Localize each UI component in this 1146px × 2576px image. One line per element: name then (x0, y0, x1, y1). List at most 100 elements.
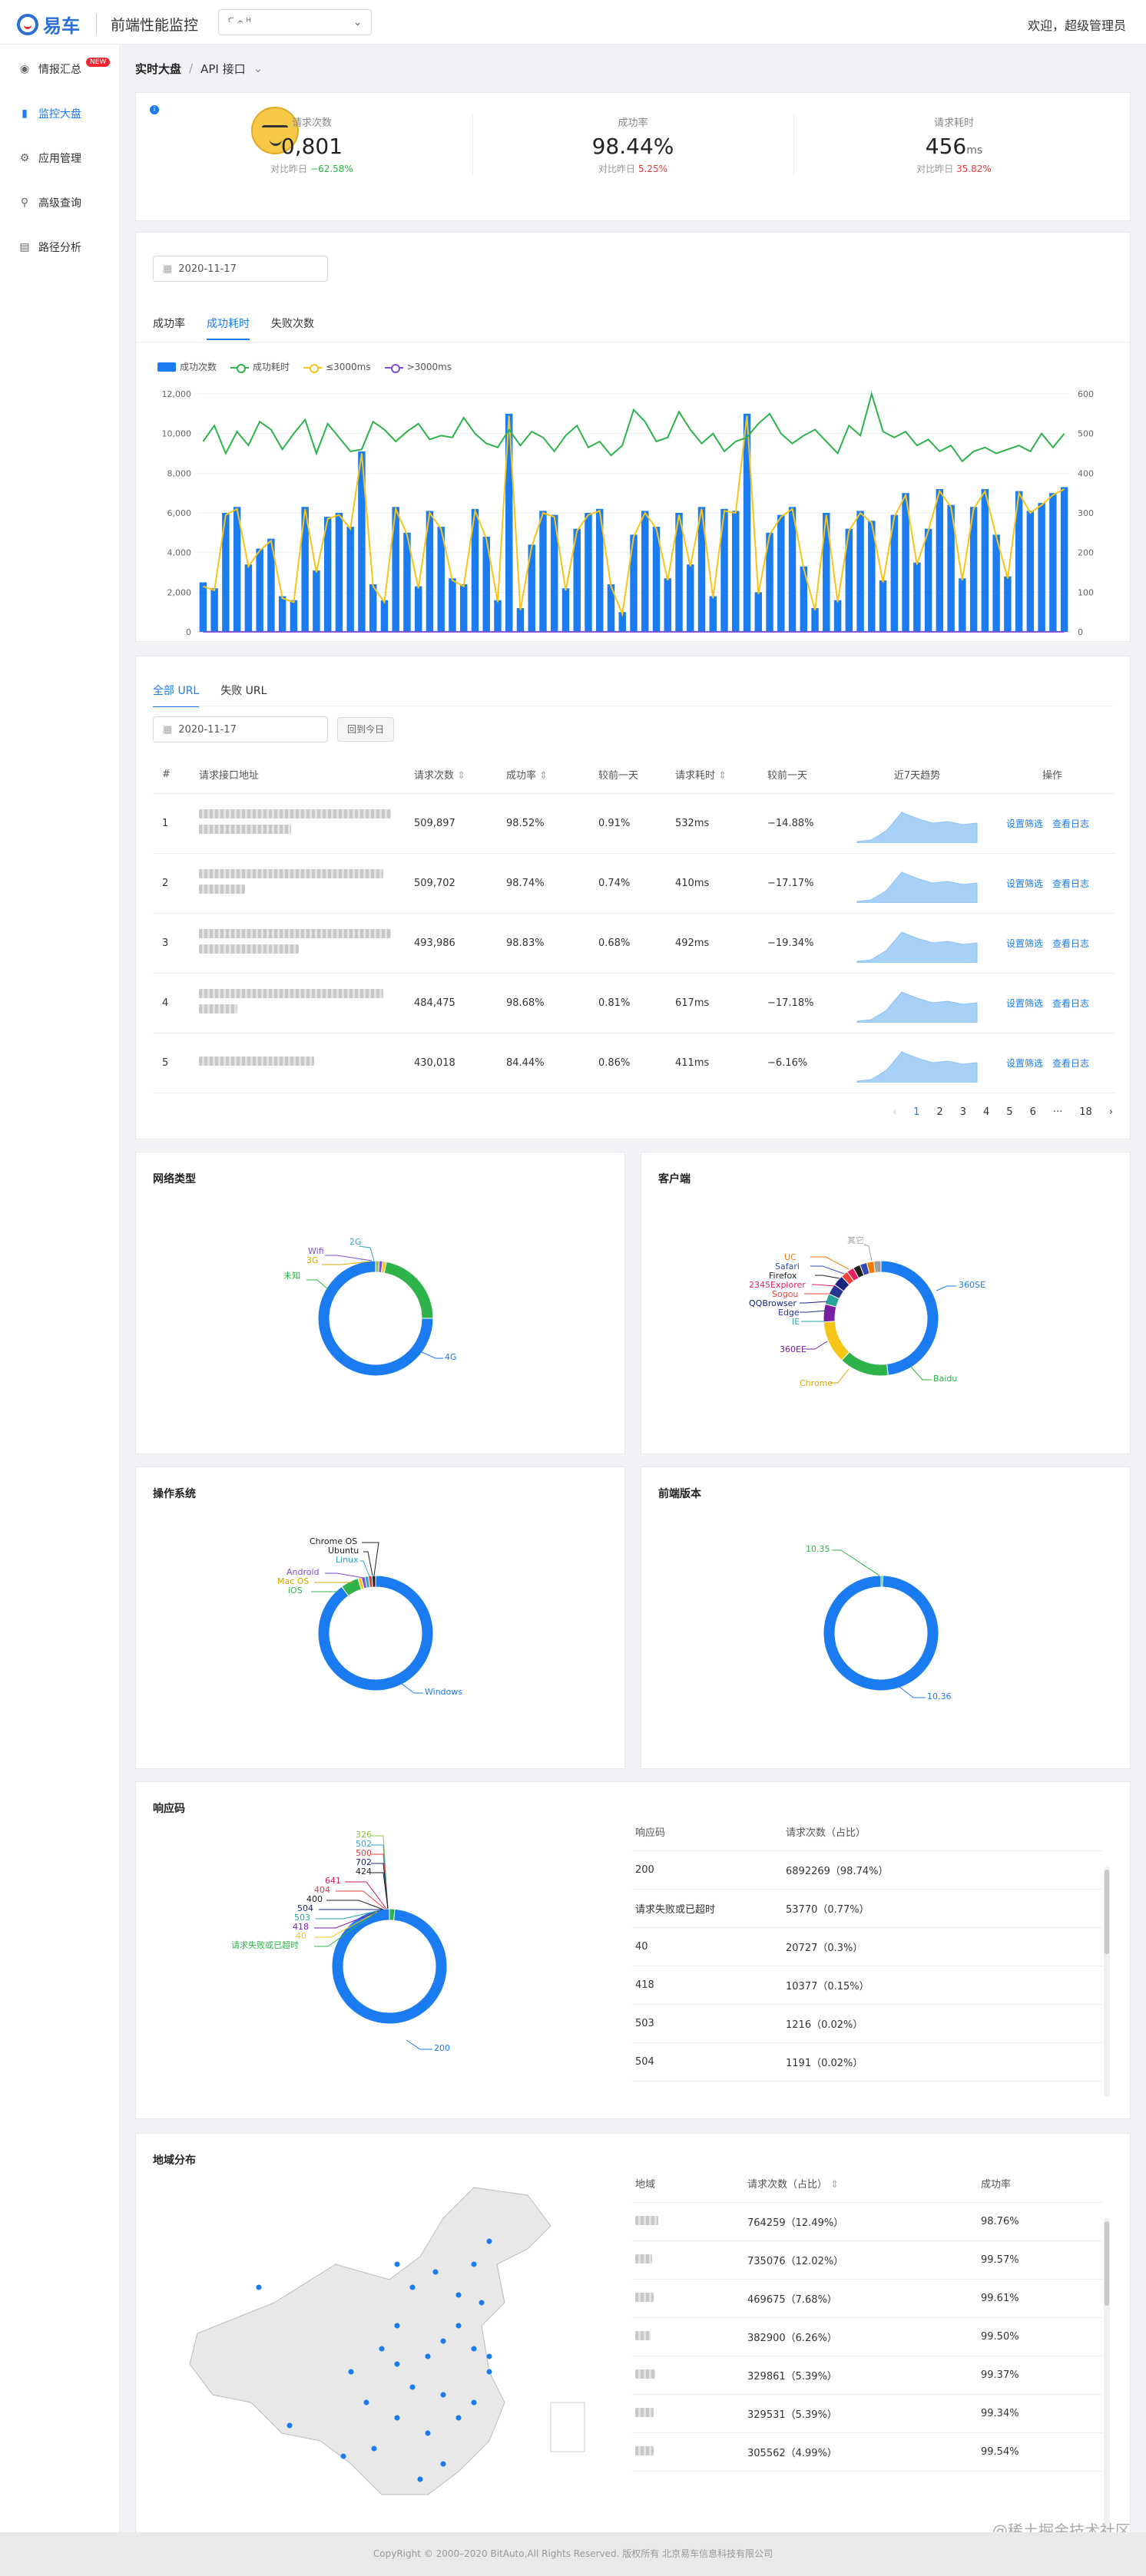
set-filter-link[interactable]: 设置筛选 (1005, 937, 1043, 949)
bar (551, 514, 558, 632)
table-row[interactable]: 329861（5.39%） 99.37% (632, 2356, 1102, 2395)
next-page-icon[interactable]: › (1108, 1106, 1113, 1118)
donut-labels: 360SE Baidu Chrome 360EE IEEdgeQQBrowserSogo… (749, 1235, 985, 1388)
col-header: 成功率 (981, 2179, 1012, 2191)
legend-item[interactable]: ≤3000ms (303, 362, 371, 373)
tab-all-url[interactable]: 全部 URL (153, 683, 200, 707)
sidebar-item-dashboard[interactable]: ▮ 监控大盘 (0, 91, 119, 136)
tab-success-rate[interactable]: 成功率 (153, 318, 185, 330)
view-log-link[interactable]: 查看日志 (1052, 997, 1090, 1009)
tab-failed-url[interactable]: 失败 URL (220, 685, 267, 697)
x-tick-label: 18:51 (621, 638, 646, 640)
table-row[interactable]: 382900（6.26%） 99.50% (632, 2318, 1102, 2356)
bar (256, 548, 263, 632)
page-number[interactable]: 3 (959, 1106, 966, 1118)
col-header-sortable[interactable]: 请求耗时 ⇕ (675, 756, 767, 794)
tab-fail-count[interactable]: 失败次数 (271, 318, 314, 330)
table-row[interactable]: 3 493,986 98.83% 0.68% 492ms −19.34% 设置筛选 查看日志 (153, 913, 1115, 974)
view-log-link[interactable]: 查看日志 (1052, 1057, 1090, 1069)
bar (380, 600, 389, 632)
table-row[interactable]: 469675（7.68%） 99.61% (632, 2280, 1102, 2318)
breadcrumb-current[interactable]: API 接口 (200, 61, 246, 76)
page-number[interactable]: 2 (936, 1106, 943, 1118)
col-header-sortable[interactable]: 请求次数（占比） ⇕ (747, 2179, 840, 2191)
view-log-link[interactable]: 查看日志 (1052, 818, 1090, 829)
page-number[interactable]: 1 (913, 1106, 920, 1118)
label-line (360, 1560, 370, 1577)
sparkline-area (856, 871, 978, 904)
col-header-sortable[interactable]: 请求次数 ⇕ (414, 756, 506, 794)
legend-item[interactable]: 成功耗时 (230, 360, 290, 373)
table-row[interactable]: 200 6892269（98.74%） (632, 1851, 1102, 1890)
welcome-text[interactable]: 欢迎，超级管理员 (1027, 18, 1126, 33)
col-header-sortable[interactable]: 成功率 ⇕ (506, 756, 598, 794)
table-row[interactable]: 请求失败或已超时 53770（0.77%） (632, 1890, 1102, 1928)
prev-page-icon[interactable]: ‹ (892, 1106, 897, 1118)
table-row[interactable]: 305562（4.99%） 99.54% (632, 2433, 1102, 2472)
set-filter-link[interactable]: 设置筛选 (1005, 1057, 1043, 1069)
sidebar-item-search[interactable]: ⚲ 高级查询 (0, 180, 119, 225)
col-header: 近7天趋势 (844, 756, 990, 794)
project-select[interactable]: ᵗ ̈ 𝄐 ᴴ ⌄ (218, 9, 372, 35)
view-log-link[interactable]: 查看日志 (1052, 937, 1090, 949)
info-icon[interactable]: i (150, 105, 159, 114)
region-dot (440, 2338, 446, 2344)
page-number[interactable]: 18 (1079, 1106, 1092, 1118)
client-donut-chart[interactable]: 360SE Baidu Chrome 360EE IEEdgeQQBrowserSogo… (641, 1152, 1131, 1455)
date-picker[interactable]: ▦ 2020-11-17 (153, 716, 328, 742)
table-row[interactable]: 504 1191（0.02%） (632, 2043, 1102, 2082)
donut-ring (317, 1260, 434, 1377)
logo[interactable]: 易车 (17, 11, 80, 38)
table-row[interactable]: 418 10377（0.15%） (632, 1966, 1102, 2005)
table-row[interactable]: 764259（12.49%） 98.76% (632, 2203, 1102, 2241)
table-row[interactable]: 503 1216（0.02%） (632, 2005, 1102, 2043)
chevron-down-icon[interactable]: ⌄ (253, 61, 263, 75)
set-filter-link[interactable]: 设置筛选 (1005, 818, 1043, 829)
slice-label: 10.36 (927, 1691, 952, 1701)
legend-item[interactable]: >3000ms (384, 362, 452, 373)
donut-slice (331, 1908, 448, 2025)
scrollbar[interactable] (1104, 2218, 1110, 2541)
table-row[interactable]: 329531（5.39%） 99.34% (632, 2395, 1102, 2433)
back-to-today-button[interactable]: 回到今日 (337, 717, 395, 742)
china-map[interactable] (167, 2172, 628, 2556)
version-donut-chart[interactable]: 10.35 10.36 (641, 1467, 1131, 1770)
table-row[interactable]: 40 20727（0.3%） (632, 1928, 1102, 1966)
trend-chart[interactable]: 12,000 10,000 8,000 6,000 4,000 2,000 0 600 500 4… (136, 379, 1131, 640)
sidebar-item-apps[interactable]: ⚙ 应用管理 (0, 136, 119, 180)
legend-item[interactable]: 成功次数 (157, 360, 217, 373)
view-log-link[interactable]: 查看日志 (1052, 878, 1090, 889)
table-row[interactable]: 735076（12.02%） 99.57% (632, 2241, 1102, 2280)
date-picker[interactable]: ▦ 2020-11-17 (153, 256, 328, 282)
page-number[interactable]: 6 (1029, 1106, 1036, 1118)
table-row[interactable]: 2 509,702 98.74% 0.74% 410ms −17.17% 设置筛选 查看日志 (153, 853, 1115, 914)
y-tick-label: 10,000 (162, 429, 192, 439)
region-cell (632, 2215, 747, 2228)
page-ellipsis[interactable]: ··· (1052, 1106, 1063, 1118)
breadcrumb-root[interactable]: 实时大盘 (135, 61, 182, 76)
sidebar-item-label: 高级查询 (38, 197, 81, 210)
sparkline-area (856, 931, 978, 964)
label-line (345, 1881, 387, 1910)
sidebar-item-overview[interactable]: ◉ 情报汇总 NEW (0, 47, 119, 91)
tab-success-time[interactable]: 成功耗时 (207, 316, 250, 340)
set-filter-link[interactable]: 设置筛选 (1005, 878, 1043, 889)
set-filter-link[interactable]: 设置筛选 (1005, 997, 1043, 1009)
legend-swatch (384, 363, 403, 373)
page-number[interactable]: 5 (1006, 1106, 1013, 1118)
col-header: 较前一天 (767, 756, 844, 794)
table-row[interactable]: 5 430,018 84.44% 0.86% 411ms −6.16% 设置筛选 查看日志 (153, 1033, 1115, 1093)
bar (346, 527, 354, 632)
donut-slice (880, 1260, 939, 1376)
page-number[interactable]: 4 (983, 1106, 990, 1118)
rate-cell: 99.57% (981, 2254, 1019, 2266)
row-index: 5 (153, 1033, 199, 1093)
table-row[interactable]: 4 484,475 98.68% 0.81% 617ms −17.18% 设置筛选 查看日志 (153, 973, 1115, 1033)
donut-slice (317, 1260, 434, 1377)
table-row[interactable]: 1 509,897 98.52% 0.91% 532ms −14.88% 设置筛选 查看日志 (153, 793, 1115, 854)
sidebar-item-path[interactable]: ▤ 路径分析 (0, 225, 119, 270)
scrollbar[interactable] (1104, 1867, 1110, 2097)
